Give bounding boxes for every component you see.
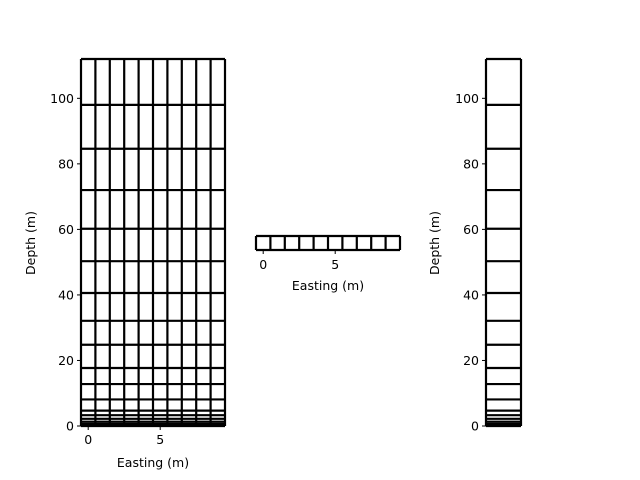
mesh-2d-x-tick-label: 5 [156,432,164,447]
mesh-1d-horizontal-x-axis-label: Easting (m) [292,278,364,293]
mesh-2d-y-tick-label: 40 [58,287,74,302]
mesh-1d-vertical-y-tick-label: 0 [471,419,479,434]
mesh-2d-y-axis-label: Depth (m) [23,211,38,275]
mesh-1d-vertical-y-tick-label: 60 [463,222,479,237]
mesh-1d-vertical-y-ticks: 0 20 40 60 80 100 [455,91,486,434]
mesh-1d-horizontal-x-tick-label: 0 [259,257,267,272]
mesh-1d-horizontal-grid [254,234,402,252]
mesh-2d-y-tick-label: 20 [58,353,74,368]
mesh-2d-y-tick-label: 100 [50,91,74,106]
mesh-2d-x-tick-label: 0 [84,432,92,447]
mesh-1d-vertical-grid [484,57,523,428]
mesh-1d-vertical-y-tick-label: 20 [463,353,479,368]
mesh-1d-vertical-y-tick-label: 100 [455,91,479,106]
mesh-2d-y-ticks: 0 20 40 60 80 100 [50,91,81,434]
mesh-2d-y-tick-label: 80 [58,156,74,171]
mesh-2d-y-tick-label: 0 [66,419,74,434]
mesh-1d-vertical-y-axis-label: Depth (m) [427,211,442,275]
mesh-1d-vertical-y-tick-label: 80 [463,156,479,171]
mesh-1d-horizontal-x-tick-label: 5 [331,257,339,272]
mesh-2d-grid [79,57,227,428]
mesh-1d-vertical-panel: 0 20 40 60 80 100 Depth (m) [427,57,523,434]
mesh-1d-vertical-y-tick-label: 40 [463,287,479,302]
mesh-2d-x-axis-label: Easting (m) [117,455,189,470]
mesh-2d-y-tick-label: 60 [58,222,74,237]
